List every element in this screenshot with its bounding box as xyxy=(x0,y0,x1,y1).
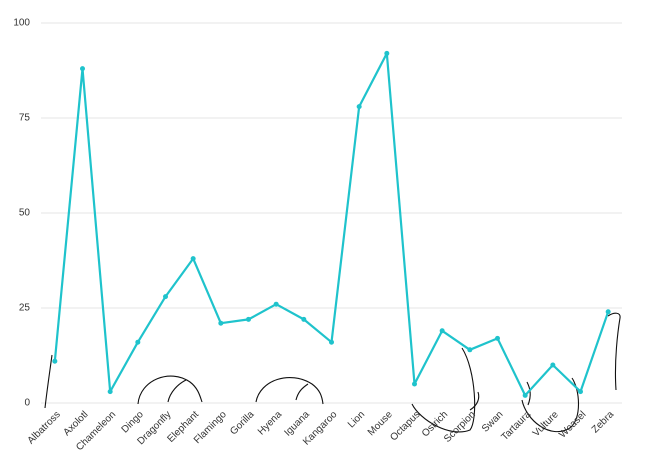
y-tick-label: 0 xyxy=(24,398,30,409)
point xyxy=(246,316,251,322)
x-tick-label: Hyena xyxy=(256,409,285,438)
y-tick-label: 25 xyxy=(19,303,31,314)
x-tick-label: Lion xyxy=(346,409,367,430)
x-tick-label: Albatross xyxy=(26,409,63,446)
point xyxy=(301,316,307,322)
point xyxy=(439,328,445,334)
x-tick-label: Tartaura xyxy=(499,409,533,443)
point xyxy=(80,66,85,72)
point xyxy=(218,320,224,326)
point xyxy=(107,389,113,395)
point xyxy=(550,362,556,368)
x-tick-label: Vulture xyxy=(531,409,561,439)
y-tick-label: 100 xyxy=(13,18,30,29)
x-tick-label: Gorilla xyxy=(228,409,257,438)
y-tick-label: 50 xyxy=(19,208,31,219)
point xyxy=(273,301,279,307)
x-tick-label: Zebra xyxy=(590,409,617,436)
point xyxy=(356,104,362,110)
point xyxy=(522,392,528,398)
point xyxy=(163,294,168,300)
point xyxy=(329,339,334,345)
point xyxy=(495,335,500,341)
x-tick-label: Octapus xyxy=(388,409,422,443)
point xyxy=(578,389,583,395)
x-tick-label: Weasel xyxy=(557,409,588,440)
annotations xyxy=(44,312,621,433)
grid xyxy=(41,22,622,404)
point xyxy=(605,309,611,315)
y-tick-label: 75 xyxy=(19,113,31,124)
x-tick-label: Swan xyxy=(480,409,505,434)
point xyxy=(135,339,141,345)
point xyxy=(384,50,390,56)
point xyxy=(467,347,473,353)
point xyxy=(190,256,196,262)
point xyxy=(52,358,58,364)
point xyxy=(412,381,417,387)
